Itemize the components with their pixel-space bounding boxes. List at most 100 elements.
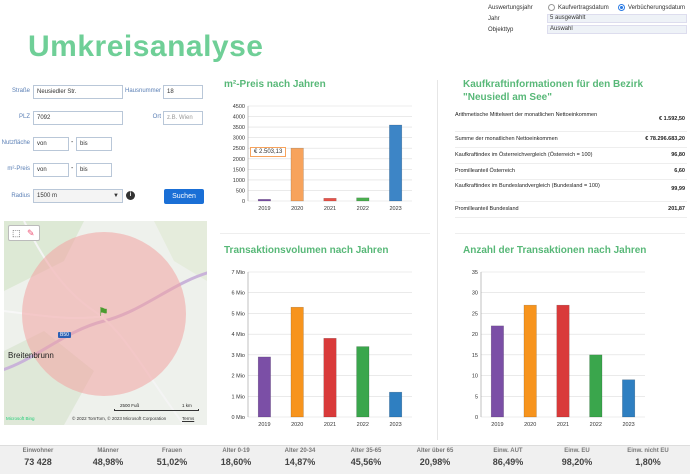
strasse-input[interactable]: Neusiedler Str.	[33, 85, 123, 99]
radius-select[interactable]: 1500 m ▼	[33, 189, 123, 203]
y-tick-label: 1000	[233, 178, 245, 184]
eraser-icon[interactable]: ✎	[27, 228, 35, 238]
info-icon[interactable]: i	[126, 191, 135, 200]
kaufvertragsdatum-label: Kaufvertragsdatum	[558, 5, 609, 11]
divider	[437, 80, 438, 440]
y-tick-label: 4000	[233, 115, 245, 121]
bar	[356, 197, 370, 202]
kaufkraft-row: Promilleanteil Österreich 6,60	[455, 164, 687, 180]
divider	[455, 233, 685, 234]
y-tick-label: 20	[472, 332, 478, 338]
y-tick-label: 0 Mio	[232, 415, 245, 421]
y-tick-label: 1500	[233, 167, 245, 173]
kaufkraft-title: Kaufkraftinformationen für den Bezirk	[463, 79, 644, 90]
divider	[220, 233, 430, 234]
stat-label: Frauen	[161, 448, 182, 454]
kaufkraft-table: Arithmetische Mittelwert der monatlichen…	[455, 108, 687, 218]
map-terms-link[interactable]: Terms	[182, 416, 195, 421]
x-tick-label: 2020	[291, 422, 303, 428]
kaufkraft-label: Promilleanteil Österreich	[455, 168, 515, 174]
search-button[interactable]: Suchen	[164, 189, 204, 204]
plz-input[interactable]: 7092	[33, 111, 123, 125]
objekttyp-select[interactable]: Auswahl	[547, 25, 687, 34]
ort-input[interactable]: z.B. Wien	[163, 111, 203, 125]
bar	[389, 391, 403, 418]
kaufkraft-value: € 78.296.683,20	[645, 136, 685, 142]
stat-value: 86,49%	[492, 457, 524, 467]
kaufkraft-label: Kaufkraftindex im Bundeslandvergleich (B…	[455, 183, 600, 189]
stat-label: Einwohner	[22, 448, 54, 454]
y-tick-label: 0	[242, 199, 245, 205]
y-tick-label: 4 Mio	[232, 332, 245, 338]
stat-item: Einwohner 73 428	[8, 448, 68, 467]
y-tick-label: 1 Mio	[232, 394, 245, 400]
polygon-select-icon[interactable]: ⬚	[12, 228, 21, 238]
nutzflaeche-label: Nutzfläche	[1, 140, 30, 146]
y-tick-label: 6 Mio	[232, 291, 245, 297]
y-tick-label: 5 Mio	[232, 311, 245, 317]
stat-item: Einw. AUT 86,49%	[478, 448, 538, 467]
range-separator: -	[71, 139, 74, 146]
stat-item: Alter 0-19 18,60%	[206, 448, 266, 467]
x-tick-label: 2023	[389, 206, 401, 212]
nutzflaeche-von-input[interactable]: von	[33, 137, 69, 151]
strasse-label: Straße	[11, 88, 30, 94]
kaufkraft-row: Kaufkraftindex im Österreichvergleich (Ö…	[455, 148, 687, 164]
stat-value: 18,60%	[220, 457, 252, 467]
stat-label: Einw. nicht EU	[627, 448, 669, 454]
road-badge: B50	[58, 332, 71, 338]
hausnummer-label: Hausnummer	[125, 88, 162, 94]
stat-item: Alter über 65 20,98%	[405, 448, 465, 467]
anzahl-chart: 0 5 10 15 20 25 30 35 2019 2020 2021 2022 2023	[472, 270, 645, 428]
map-view[interactable]: ⬚ ✎ ⚑ B50 Breitenbrunn 2500 Fuß 1 km Mic…	[4, 221, 207, 425]
stat-value: 73 428	[24, 457, 52, 467]
y-tick-label: 5	[475, 394, 478, 400]
y-tick-label: 2000	[233, 157, 245, 163]
bar	[490, 325, 504, 418]
jahr-label: Jahr	[488, 16, 500, 22]
location-flag-icon[interactable]: ⚑	[98, 305, 109, 319]
stat-item: Einw. nicht EU 1,80%	[618, 448, 678, 467]
stat-label: Alter 20-34	[284, 448, 316, 454]
map-copyright: © 2022 TomTom, © 2023 Microsoft Corporat…	[72, 416, 167, 421]
demographics-bar: Einwohner 73 428 Männer 48,98% Frauen 51,02% A…	[0, 445, 690, 474]
bar	[389, 124, 403, 202]
y-tick-label: 500	[236, 188, 245, 194]
m2preis-von-input[interactable]: von	[33, 163, 69, 177]
chevron-down-icon: ▼	[113, 193, 119, 199]
radius-value: 1500 m	[37, 193, 58, 199]
map-draw-toolbar: ⬚ ✎	[8, 225, 40, 241]
y-tick-label: 2 Mio	[232, 374, 245, 380]
page-title: Umkreisanalyse	[28, 30, 264, 63]
stat-label: Männer	[97, 448, 119, 454]
kaufkraft-label: Promilleanteil Bundesland	[455, 206, 519, 212]
y-tick-label: 25	[472, 311, 478, 317]
x-tick-label: 2021	[324, 206, 336, 212]
volumen-chart: 0 Mio 1 Mio 2 Mio 3 Mio 4 Mio 5 Mio 6 Mio 7 Mio…	[232, 270, 412, 428]
hausnummer-input[interactable]: 18	[163, 85, 203, 99]
bar	[257, 356, 271, 418]
m2preis-bis-input[interactable]: bis	[76, 163, 112, 177]
radio-kaufvertragsdatum[interactable]	[548, 4, 555, 11]
y-tick-label: 35	[472, 270, 478, 276]
map-canvas[interactable]	[4, 221, 207, 425]
range-separator: -	[71, 165, 74, 172]
nutzflaeche-bis-input[interactable]: bis	[76, 137, 112, 151]
radio-verbuecherungsdatum[interactable]	[618, 4, 625, 11]
kaufkraft-value: € 1.592,50	[659, 116, 685, 122]
stat-value: 1,80%	[635, 457, 661, 467]
stat-label: Alter 0-19	[222, 448, 250, 454]
x-tick-label: 2021	[557, 422, 569, 428]
bar	[589, 354, 603, 418]
kaufkraft-subtitle: "Neusiedl am See"	[463, 92, 552, 103]
stat-item: Alter 35-65 45,56%	[336, 448, 396, 467]
objekttyp-label: Objekttyp	[488, 27, 514, 33]
jahr-select[interactable]: 5 ausgewählt	[547, 14, 687, 23]
verbuecherungsdatum-label: Verbücherungsdatum	[628, 5, 686, 11]
bar	[622, 379, 636, 418]
kaufkraft-value: 201,87	[668, 206, 685, 212]
stat-value: 98,20%	[561, 457, 593, 467]
filter-panel: Auswertungsjahr Kaufvertragsdatum Verbüc…	[488, 3, 688, 39]
volumen-chart-title: Transaktionsvolumen nach Jahren	[224, 245, 389, 256]
kaufkraft-row: Kaufkraftindex im Bundeslandvergleich (B…	[455, 180, 687, 202]
